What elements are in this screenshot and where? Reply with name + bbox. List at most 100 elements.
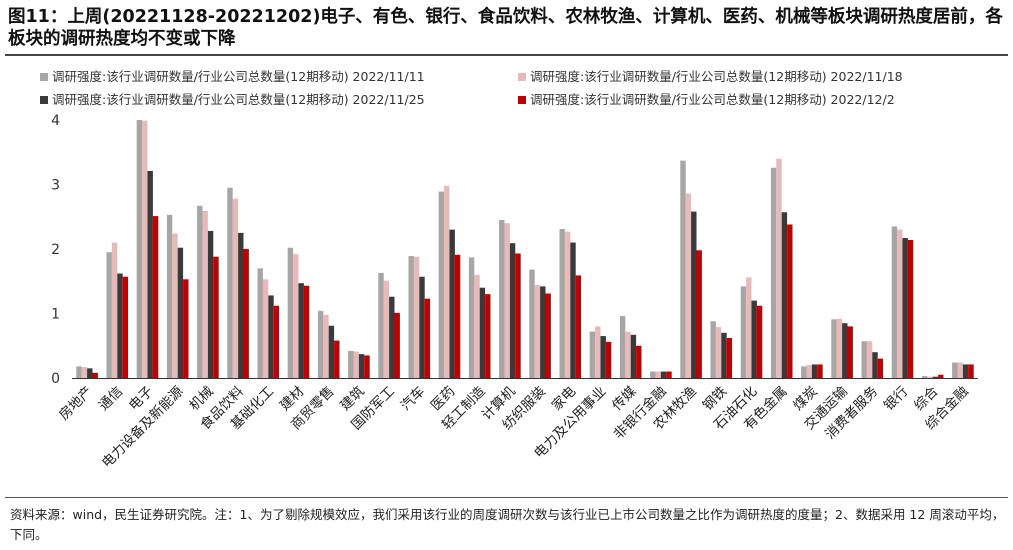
bar <box>424 298 431 378</box>
bar <box>756 305 763 378</box>
bar <box>842 323 848 378</box>
bar <box>589 331 596 378</box>
bar <box>268 295 274 378</box>
bar <box>721 332 727 378</box>
chart-legend: 调研强度:该行业调研数量/行业公司总数量(12期移动) 2022/11/11 调… <box>0 64 1013 114</box>
bar <box>666 371 672 378</box>
y-axis: 0 1 2 3 4 <box>51 113 60 387</box>
bar <box>166 214 173 378</box>
legend-item: 调研强度:该行业调研数量/行业公司总数量(12期移动) 2022/11/18 <box>518 68 903 86</box>
legend-label: 调研强度:该行业调研数量/行业公司总数量(12期移动) 2022/11/25 <box>52 92 425 107</box>
bar <box>238 232 244 379</box>
title-divider <box>5 54 1008 56</box>
legend-swatch <box>40 95 48 104</box>
x-tick-label: 汽车 <box>397 383 428 414</box>
x-axis-labels: 房地产 通信 电子电力设备及新能源 机械食品饮料基础化工 建材商贸零售 建筑国防军工 汽车医… <box>56 382 972 471</box>
bar <box>111 242 118 378</box>
bar <box>136 120 143 378</box>
bar <box>715 327 722 378</box>
y-tick-label: 2 <box>51 242 60 258</box>
bar <box>485 294 491 378</box>
bar <box>534 285 541 378</box>
bar <box>902 238 908 378</box>
bar <box>293 254 299 378</box>
bar <box>726 338 733 378</box>
bar <box>454 254 461 378</box>
bar <box>202 210 208 378</box>
bar <box>394 312 400 378</box>
bar <box>257 268 263 378</box>
bar <box>328 325 335 378</box>
bar <box>545 293 551 378</box>
bar <box>117 273 123 378</box>
bar <box>364 355 370 378</box>
bar <box>559 229 565 378</box>
bar <box>776 158 782 378</box>
bar <box>907 239 914 378</box>
bar <box>938 374 944 378</box>
x-tick-label: 通信 <box>96 384 126 414</box>
bar <box>479 287 486 378</box>
bar <box>877 358 884 378</box>
bar <box>232 198 239 378</box>
bar <box>811 364 818 378</box>
bar <box>323 314 329 378</box>
bar <box>92 372 98 378</box>
source-note: 资料来源：wind，民生证券研究院。注：1、为了剔除规模效应，我们采用该行业的周… <box>10 507 1005 542</box>
bar <box>660 371 667 378</box>
legend-label: 调研强度:该行业调研数量/行业公司总数量(12期移动) 2022/11/11 <box>52 69 425 84</box>
bars-group <box>76 120 974 379</box>
y-tick-label: 4 <box>51 113 60 129</box>
bar <box>413 256 420 378</box>
y-tick-label: 0 <box>51 371 60 387</box>
bar <box>630 334 637 378</box>
bar <box>817 364 823 378</box>
bar <box>197 205 203 378</box>
bar <box>691 211 697 378</box>
footer-divider <box>5 497 1008 498</box>
bar <box>444 185 450 378</box>
bar <box>419 276 425 378</box>
bar <box>781 212 788 378</box>
bar <box>927 376 933 378</box>
bar <box>650 371 656 378</box>
bar <box>287 247 294 378</box>
bar <box>751 300 757 378</box>
bar <box>595 326 601 378</box>
bar <box>605 341 612 378</box>
legend-item: 调研强度:该行业调研数量/行业公司总数量(12期移动) 2022/11/11 <box>40 68 425 86</box>
bar <box>468 257 475 378</box>
bar <box>968 364 974 378</box>
bar <box>770 167 777 378</box>
y-tick-label: 3 <box>51 178 60 194</box>
bar <box>183 279 189 378</box>
bar <box>353 351 359 378</box>
bar <box>564 231 571 378</box>
bar <box>831 319 837 378</box>
bar <box>438 191 445 378</box>
bar <box>509 243 516 378</box>
bar <box>303 285 310 378</box>
figure-title: 图11：上周(20221128-20221202)电子、有色、银行、食品饮料、农… <box>8 7 1003 49</box>
bar <box>449 229 455 378</box>
bar <box>317 310 324 378</box>
bar <box>685 193 692 378</box>
bar <box>891 226 898 378</box>
legend-swatch <box>518 72 526 81</box>
bar <box>122 276 129 378</box>
bar <box>172 233 178 378</box>
legend-item: 调研强度:该行业调研数量/行业公司总数量(12期移动) 2022/11/25 <box>40 91 425 109</box>
bar <box>746 277 752 378</box>
bar <box>600 336 606 378</box>
bar <box>515 253 521 378</box>
bar <box>273 305 280 378</box>
bar <box>504 223 510 378</box>
bar <box>106 252 112 378</box>
legend-label: 调研强度:该行业调研数量/行业公司总数量(12期移动) 2022/11/18 <box>530 69 903 84</box>
bar <box>932 376 939 378</box>
bar <box>81 367 88 378</box>
bar <box>861 341 867 378</box>
bar <box>696 250 702 378</box>
bar <box>680 160 686 378</box>
bar <box>262 279 269 378</box>
